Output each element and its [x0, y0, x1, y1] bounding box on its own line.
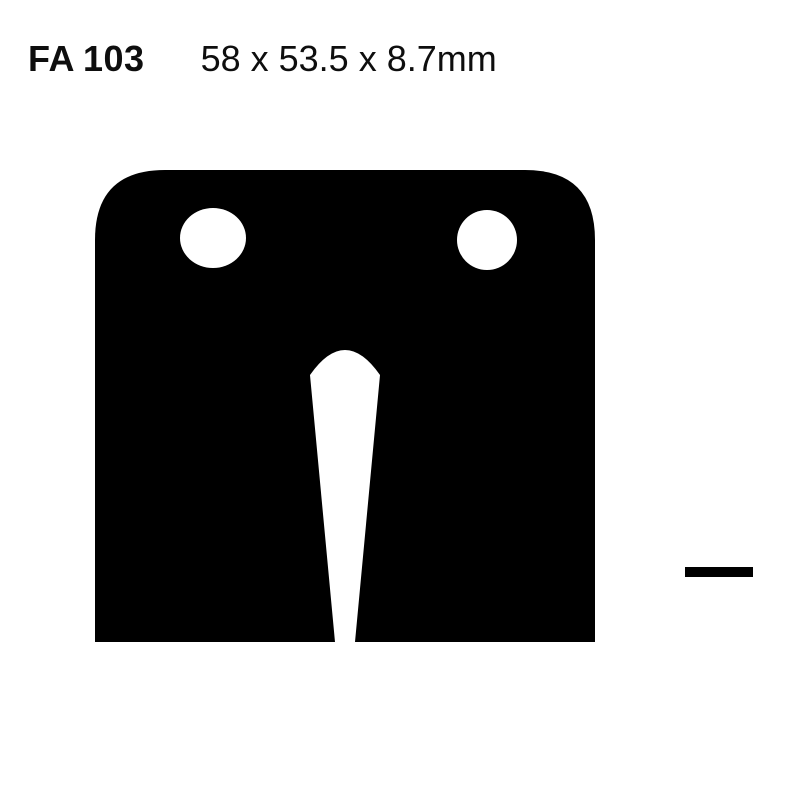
header-label-row: FA103 58 x 53.5 x 8.7mm	[28, 38, 497, 80]
part-number: 103	[83, 38, 145, 79]
dimensions-label: 58 x 53.5 x 8.7mm	[201, 38, 497, 80]
thickness-indicator-mark	[685, 567, 753, 577]
part-prefix: FA	[28, 38, 75, 79]
brake-pad-diagram	[95, 170, 595, 642]
part-number-label: FA103	[28, 38, 145, 80]
brake-pad-svg	[95, 170, 595, 642]
